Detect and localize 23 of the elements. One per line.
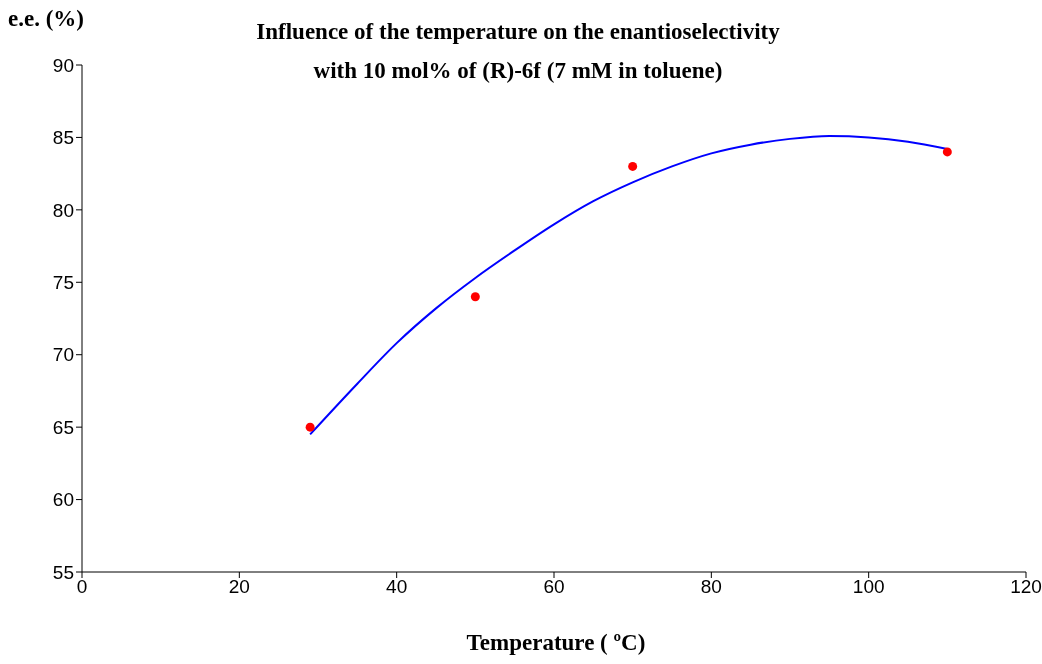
x-tick-label: 40 (386, 576, 408, 598)
x-tick-label: 60 (543, 576, 565, 598)
y-tick-label: 65 (52, 416, 74, 438)
y-tick-label: 55 (52, 561, 74, 583)
y-tick-label: 60 (52, 489, 74, 511)
y-tick-label: 85 (52, 127, 74, 149)
x-tick-label: 20 (228, 576, 250, 598)
y-axis-title: e.e. (%) (8, 6, 85, 32)
point (628, 161, 638, 171)
point (942, 147, 952, 157)
y-tick-label: 75 (52, 272, 74, 294)
point (305, 422, 315, 432)
point (470, 292, 480, 302)
chart-subtitle: with 10 mol% of (R)-6f (7 mM in toluene) (312, 57, 724, 85)
x-tick-label: 120 (1010, 576, 1042, 598)
chart-title: Influence of the temperature on the enantioselectivity (255, 18, 781, 46)
y-tick-label: 90 (52, 54, 74, 76)
x-tick-label: 100 (852, 576, 885, 598)
x-tick-label: 0 (76, 576, 88, 598)
x-tick-label: 80 (700, 576, 722, 598)
y-tick-label: 80 (52, 199, 74, 221)
x-axis-title: Temperature ( ºC) (465, 630, 647, 656)
y-tick-label: 70 (52, 344, 74, 366)
